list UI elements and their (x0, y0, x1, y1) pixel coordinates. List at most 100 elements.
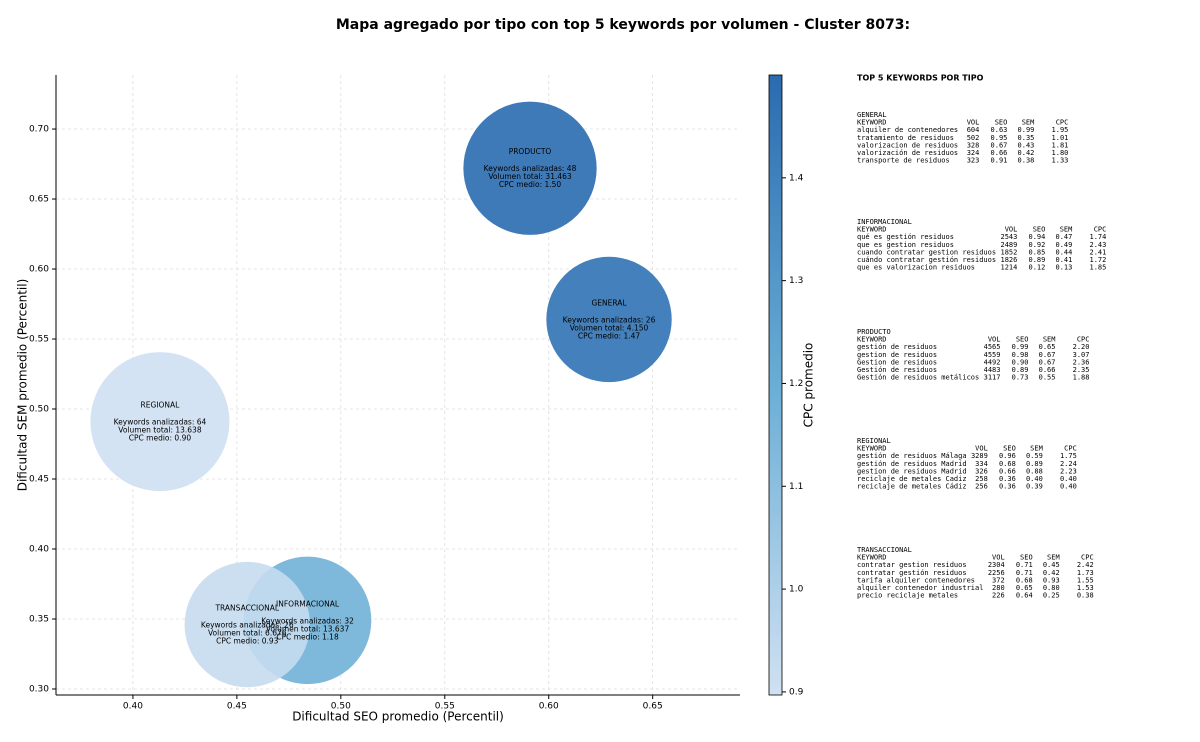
bubble-annotation: Keywords analizadas: 64 (114, 418, 207, 427)
chart-title: Mapa agregado por tipo con top 5 keyword… (336, 17, 910, 33)
x-tick-label: 0.45 (227, 702, 247, 712)
x-tick-label: 0.40 (123, 702, 143, 712)
bubble-annotation: Keywords analizadas: 48 (484, 164, 577, 173)
table-cell: 1.73 (1077, 569, 1094, 577)
table-cell: contratar gestión residuos (857, 569, 967, 577)
table-cell: tarifa alquiler contenedores (857, 576, 975, 584)
table-cell: 0.42 (1018, 149, 1035, 157)
table-cell: 0.68 (999, 460, 1016, 468)
column-header: CPC (1094, 226, 1107, 234)
table-cell: 0.80 (1043, 584, 1060, 592)
table-cell: 0.38 (1018, 157, 1035, 165)
column-header: SEO (1020, 554, 1033, 562)
table-cell: 1852 (1001, 248, 1018, 256)
bubble-label: REGIONAL (141, 401, 181, 410)
y-tick-label: 0.65 (29, 195, 49, 205)
table-cell: 0.38 (1077, 592, 1094, 600)
table-cell: 1.33 (1052, 157, 1069, 165)
table-cell: 4492 (984, 358, 1001, 366)
table-cell: 2256 (988, 569, 1005, 577)
table-cell: 0.66 (1039, 366, 1056, 374)
table-cell: 328 (967, 141, 980, 149)
table-cell: 1.80 (1052, 149, 1069, 157)
table-cell: 3.07 (1073, 351, 1090, 359)
column-header: VOL (992, 554, 1005, 562)
colorbar (768, 74, 783, 696)
table-cell: 604 (967, 126, 980, 134)
colorbar-tick-label: 1.0 (789, 585, 804, 595)
x-tick-label: 0.55 (435, 702, 455, 712)
table-cell: 326 (975, 467, 988, 475)
table-cell: 4565 (984, 343, 1001, 351)
table-cell: 3117 (984, 374, 1001, 382)
bubble-label: INFORMACIONAL (276, 599, 340, 608)
table-cell: 0.64 (1016, 592, 1033, 600)
table-cell: gestión de residuos Madrid (857, 460, 967, 468)
table-cell: 3289 (971, 452, 988, 460)
table-cell: 1.53 (1077, 584, 1094, 592)
table-cell: 0.67 (1039, 351, 1056, 359)
table-cell: 0.88 (1026, 467, 1043, 475)
column-header: KEYWORD (857, 226, 887, 234)
table-cell: que es gestion residuos (857, 241, 954, 249)
table-cell: 0.91 (991, 157, 1008, 165)
bubble (463, 101, 597, 235)
column-header: VOL (967, 119, 980, 127)
bubble-annotation: Volumen total: 13.638 (118, 426, 202, 435)
x-tick-label: 0.50 (331, 702, 351, 712)
column-header: SEO (1016, 336, 1029, 344)
table-cell: 0.92 (1029, 241, 1046, 249)
x-tick-label: 0.60 (539, 702, 559, 712)
table-cell: 502 (967, 134, 980, 142)
table-cell: 0.44 (1056, 248, 1073, 256)
table-cell: Gestion de residuos (857, 358, 937, 366)
column-header: SEM (1022, 119, 1035, 127)
table-cell: 0.43 (1018, 141, 1035, 149)
table-cell: que es valorizacion residuos (857, 264, 975, 272)
y-tick-label: 0.50 (29, 405, 49, 415)
bubble-annotation: Keywords analizadas: 26 (563, 315, 656, 324)
bubble-annotation: CPC medio: 1.47 (578, 331, 641, 340)
table-cell: 1.81 (1052, 141, 1069, 149)
table-cell: tratamiento de residuos (857, 134, 954, 142)
bubble (546, 256, 672, 383)
colorbar-tick-label: 1.2 (789, 379, 803, 389)
table-cell: 0.96 (999, 452, 1016, 460)
table-cell: 0.63 (991, 126, 1008, 134)
table-cell: 0.89 (1012, 366, 1029, 374)
table-cell: 0.93 (1043, 576, 1060, 584)
column-header: KEYWORD (857, 554, 887, 562)
table-cell: 0.12 (1029, 264, 1046, 272)
table-cell: 0.67 (991, 141, 1008, 149)
table-cell: 0.13 (1056, 264, 1073, 272)
y-tick-label: 0.60 (29, 265, 49, 275)
table-cell: 1.72 (1090, 256, 1107, 264)
table-cell: 226 (992, 592, 1005, 600)
bubble-annotation: Volumen total: 31.463 (488, 172, 572, 181)
table-cell: 0.47 (1056, 233, 1073, 241)
table-cell: precio reciclaje metales (857, 592, 958, 600)
table-cell: 0.67 (1039, 358, 1056, 366)
column-header: CPC (1056, 119, 1069, 127)
table-cell: 323 (967, 157, 980, 165)
table-cell: 2.23 (1060, 467, 1077, 475)
table-cell: 0.36 (999, 475, 1016, 483)
table-cell: cuando contratar gestion residuos (857, 248, 996, 256)
table-cell: 334 (975, 460, 988, 468)
table-cell: 256 (975, 483, 988, 491)
bubble-label: TRANSACCIONAL (214, 604, 279, 613)
column-header: SEM (1047, 554, 1060, 562)
table-cell: Gestión de residuos metálicos (857, 374, 979, 382)
table-cell: 2.42 (1077, 561, 1094, 569)
bubble-annotation: Volumen total: 6.676 (208, 629, 287, 638)
table-cell: 258 (975, 475, 988, 483)
table-cell: 1214 (1001, 264, 1018, 272)
table-cell: 0.49 (1056, 241, 1073, 249)
table-cell: gestión de residuos (857, 343, 937, 351)
bubble-annotation: CPC medio: 0.90 (129, 434, 192, 443)
table-cell: 0.66 (991, 149, 1008, 157)
y-tick-label: 0.70 (29, 125, 49, 135)
table-cell: gestión de residuos Málaga (857, 452, 967, 460)
table-cell: 0.55 (1039, 374, 1056, 382)
